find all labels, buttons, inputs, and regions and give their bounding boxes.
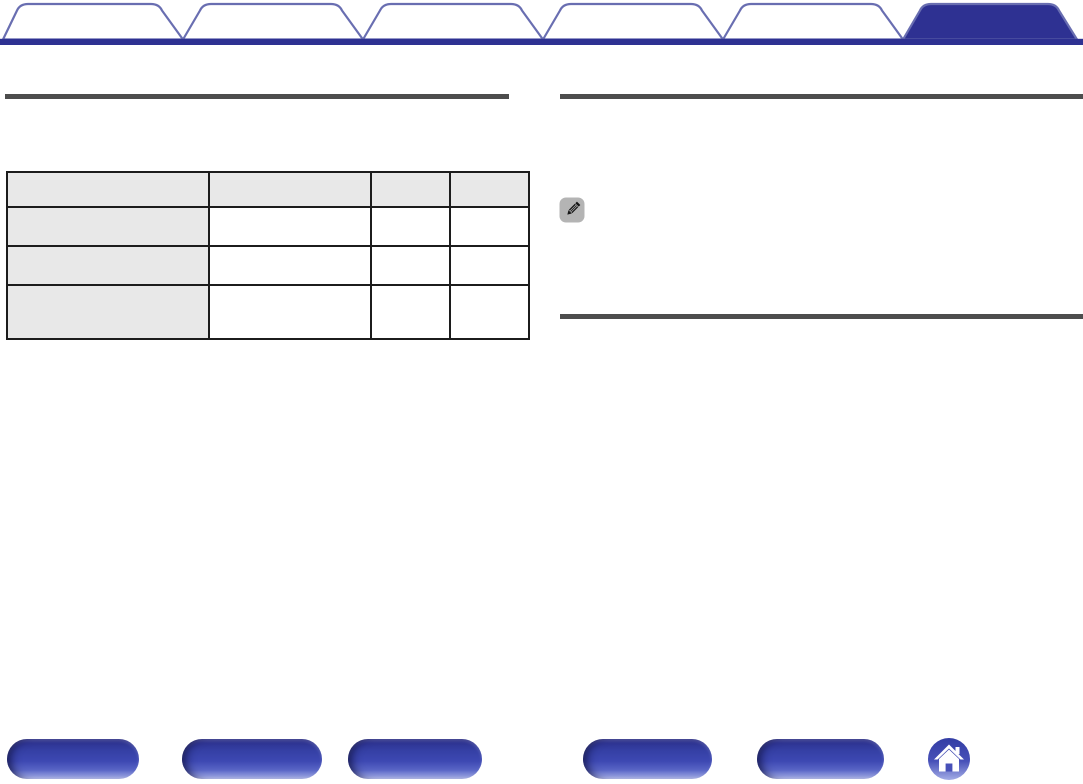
table-row bbox=[6, 245, 530, 286]
tab-bar bbox=[0, 2, 1083, 45]
table-cell bbox=[449, 206, 530, 247]
table-cell bbox=[208, 245, 372, 286]
left-section-rule bbox=[5, 94, 509, 99]
right-section-rule-bottom bbox=[560, 314, 1083, 319]
table-row-label-cell bbox=[6, 245, 210, 286]
table-header-diagonal-cell bbox=[6, 171, 210, 208]
table-cell bbox=[208, 206, 372, 247]
home-button[interactable] bbox=[927, 737, 971, 781]
nav-button-1[interactable] bbox=[7, 739, 139, 779]
table-row-label-cell bbox=[6, 284, 210, 340]
nav-button-5[interactable] bbox=[757, 739, 884, 779]
table-cell bbox=[449, 284, 530, 340]
data-table-body bbox=[6, 171, 530, 340]
nav-button-3[interactable] bbox=[348, 739, 482, 779]
table-header-cell bbox=[449, 171, 530, 208]
table-row bbox=[6, 284, 530, 340]
tab-1[interactable] bbox=[1, 2, 185, 41]
table-header-row bbox=[6, 171, 530, 208]
tab-4[interactable] bbox=[541, 2, 725, 41]
table-header-cell bbox=[208, 171, 372, 208]
table-cell bbox=[449, 245, 530, 286]
right-section-rule-top bbox=[560, 94, 1083, 99]
table-header-cell bbox=[370, 171, 451, 208]
table-cell bbox=[370, 245, 451, 286]
table-cell bbox=[370, 284, 451, 340]
tab-5[interactable] bbox=[721, 2, 905, 41]
pencil-note-icon bbox=[559, 197, 585, 223]
left-column-table-area bbox=[6, 171, 530, 340]
tab-6-active[interactable] bbox=[901, 2, 1079, 41]
nav-button-2[interactable] bbox=[182, 739, 322, 779]
table-row-label-cell bbox=[6, 206, 210, 247]
table-cell bbox=[370, 206, 451, 247]
tab-baseline bbox=[0, 38, 1083, 45]
data-table bbox=[6, 171, 530, 340]
tab-3[interactable] bbox=[361, 2, 545, 41]
tab-2[interactable] bbox=[181, 2, 365, 41]
table-cell bbox=[208, 284, 372, 340]
home-icon bbox=[934, 744, 964, 772]
table-row bbox=[6, 206, 530, 247]
nav-button-4[interactable] bbox=[583, 739, 712, 779]
